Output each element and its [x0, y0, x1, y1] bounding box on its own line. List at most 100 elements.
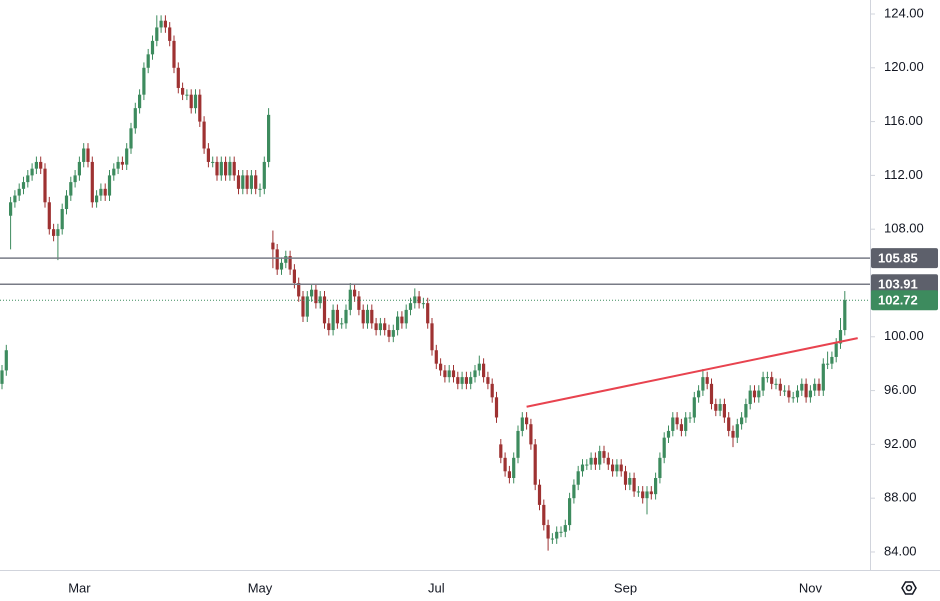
candle-body — [658, 457, 662, 479]
candle-body — [546, 525, 550, 539]
y-tick-label: 108.00 — [884, 221, 924, 236]
candle-body — [335, 309, 339, 324]
candle-body — [675, 417, 679, 425]
candle-body — [490, 383, 494, 398]
y-tick-label: 92.00 — [884, 436, 917, 451]
candle-body — [537, 484, 542, 505]
y-tick-label: 112.00 — [884, 167, 923, 182]
settings-dot[interactable] — [905, 584, 913, 592]
candle-body — [426, 303, 430, 324]
candle-body — [125, 148, 129, 165]
candle-body — [748, 390, 752, 405]
y-tick-label: 84.00 — [884, 543, 917, 558]
candle-body — [198, 94, 202, 122]
candle-body — [361, 309, 365, 324]
candle-body — [47, 202, 51, 230]
candle-body — [821, 363, 825, 391]
candle-body — [241, 175, 245, 189]
candle-body — [439, 363, 443, 371]
candle-body — [107, 175, 112, 196]
candle-body — [292, 269, 296, 283]
candle-body — [494, 397, 499, 418]
candle-body — [666, 430, 671, 438]
candle-body — [404, 309, 408, 324]
candle-body — [271, 242, 275, 250]
candle-body — [30, 168, 34, 176]
candle-body — [228, 161, 232, 176]
candle-body — [331, 309, 335, 331]
last-price-label: 102.72 — [878, 293, 918, 308]
candle-body — [692, 397, 696, 418]
candle-body — [116, 161, 120, 169]
candle-body — [761, 377, 765, 391]
candle-body — [172, 40, 176, 68]
candle-body — [813, 383, 817, 391]
candle-body — [486, 377, 490, 384]
candle-body — [735, 424, 739, 438]
candle-body — [254, 175, 258, 189]
candle-body — [593, 457, 597, 465]
candle-body — [129, 128, 133, 149]
candle-body — [322, 296, 327, 324]
candle-body — [619, 464, 623, 472]
candle-body — [611, 464, 615, 472]
level-label: 105.85 — [878, 251, 918, 266]
candle-body — [623, 471, 628, 485]
candle-body — [632, 478, 636, 492]
x-tick-label: May — [248, 580, 273, 595]
candle-body — [168, 27, 172, 41]
candle-body — [606, 457, 610, 465]
candle-body — [563, 525, 567, 532]
candle-body — [374, 323, 378, 331]
y-tick-label: 96.00 — [884, 382, 917, 397]
candle-body — [86, 148, 90, 162]
last-price-box — [871, 290, 938, 311]
candle-body — [9, 202, 13, 216]
candle-body — [193, 94, 198, 109]
candle-body — [206, 148, 210, 162]
candle-body — [456, 377, 460, 384]
candle-body — [765, 377, 769, 379]
candle-body — [533, 444, 537, 485]
candle-body — [150, 40, 155, 55]
candle-body — [774, 383, 778, 385]
candle-body — [383, 323, 387, 331]
trendline — [526, 337, 858, 408]
candle-body — [52, 229, 56, 236]
candle-body — [615, 464, 619, 472]
candle-body — [744, 404, 748, 418]
candle-body — [701, 377, 705, 391]
candle-body — [787, 390, 791, 398]
candle-body — [830, 356, 834, 364]
candle-body — [73, 175, 77, 183]
settings-icon[interactable] — [901, 581, 917, 595]
candle-body — [202, 121, 206, 149]
candle-body — [43, 168, 47, 203]
candle-body — [576, 471, 580, 485]
candle-body — [258, 188, 262, 190]
candle-body — [555, 531, 559, 539]
candle-body — [460, 377, 464, 384]
candle-body — [585, 464, 589, 466]
candle-body — [791, 397, 795, 399]
candle-body — [82, 148, 86, 162]
candle-body — [353, 289, 357, 297]
candle-body — [176, 67, 180, 88]
candle-body — [434, 350, 438, 364]
candle-body — [370, 309, 374, 324]
candle-body — [112, 168, 116, 176]
x-tick-label: Nov — [799, 580, 823, 595]
candle-body — [211, 161, 215, 163]
candle-body — [340, 323, 344, 325]
candle-body — [245, 175, 249, 189]
settings-hexagon[interactable] — [901, 581, 917, 595]
candle-body — [757, 390, 761, 398]
candle-body — [378, 323, 382, 331]
candle-body — [357, 296, 361, 310]
candle-body — [310, 289, 314, 297]
candle-body — [662, 437, 666, 458]
candle-body — [26, 175, 30, 183]
candle-body — [727, 417, 731, 431]
y-tick-label: 124.00 — [884, 5, 924, 20]
